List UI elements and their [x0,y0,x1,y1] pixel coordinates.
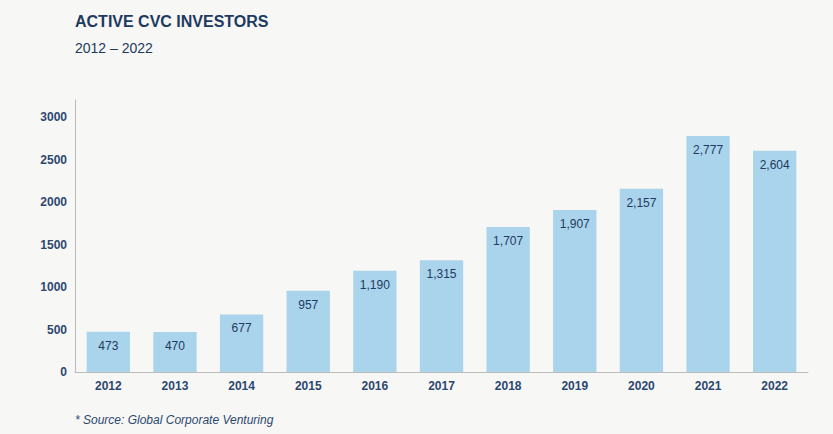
svg-text:2500: 2500 [40,153,67,167]
svg-text:3000: 3000 [40,110,67,124]
svg-text:1,190: 1,190 [360,278,390,292]
svg-text:2018: 2018 [495,379,522,393]
svg-text:1500: 1500 [40,238,67,252]
svg-text:2020: 2020 [628,379,655,393]
svg-text:470: 470 [165,339,185,353]
svg-text:500: 500 [47,323,67,337]
svg-text:ACTIVE CVC INVESTORS: ACTIVE CVC INVESTORS [75,13,269,30]
svg-text:2,157: 2,157 [626,196,656,210]
svg-text:2015: 2015 [295,379,322,393]
svg-text:957: 957 [298,298,318,312]
svg-text:2000: 2000 [40,195,67,209]
svg-text:0: 0 [60,365,67,379]
svg-text:1000: 1000 [40,280,67,294]
svg-text:2016: 2016 [362,379,389,393]
svg-text:2014: 2014 [228,379,255,393]
svg-text:2019: 2019 [561,379,588,393]
svg-text:* Source: Global Corporate Ven: * Source: Global Corporate Venturing [75,413,274,427]
svg-text:2021: 2021 [695,379,722,393]
svg-text:2,604: 2,604 [760,158,790,172]
svg-text:677: 677 [232,321,252,335]
svg-text:2017: 2017 [428,379,455,393]
svg-text:1,907: 1,907 [560,217,590,231]
svg-text:2012 – 2022: 2012 – 2022 [75,40,153,56]
svg-text:1,315: 1,315 [426,267,456,281]
svg-text:2012: 2012 [95,379,122,393]
svg-text:2,777: 2,777 [693,143,723,157]
svg-text:473: 473 [98,339,118,353]
svg-text:2013: 2013 [162,379,189,393]
svg-text:1,707: 1,707 [493,234,523,248]
svg-text:2022: 2022 [761,379,788,393]
